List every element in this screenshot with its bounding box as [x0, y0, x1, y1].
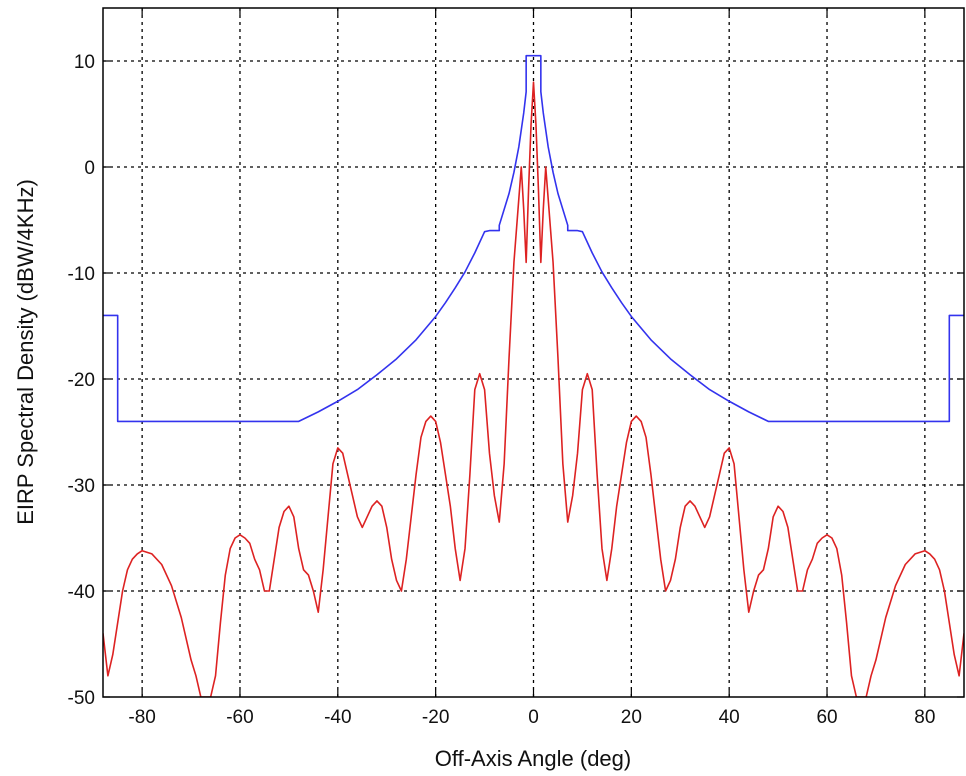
grid — [103, 8, 964, 697]
x-tick-label: 60 — [816, 707, 837, 728]
series-line-2 — [103, 81, 964, 697]
x-tick-label: 80 — [914, 707, 935, 728]
x-tick-label: 20 — [621, 707, 642, 728]
y-tick-label: 10 — [74, 52, 95, 73]
y-tick-label: -10 — [68, 264, 95, 285]
x-tick-label: -60 — [226, 707, 253, 728]
x-tick-label: -20 — [422, 707, 449, 728]
x-tick-label: 0 — [528, 707, 539, 728]
y-tick-label: -20 — [68, 370, 95, 391]
series-line-1 — [103, 54, 964, 423]
y-tick-label: -30 — [68, 476, 95, 497]
x-tick-label: -40 — [324, 707, 351, 728]
y-tick-label: -50 — [68, 688, 95, 709]
x-tick-label: 40 — [719, 707, 740, 728]
x-tick-label: -80 — [128, 707, 155, 728]
x-axis-label: Off-Axis Angle (deg) — [435, 746, 631, 771]
y-tick-label: -40 — [68, 582, 95, 603]
y-axis-label: EIRP Spectral Density (dBW/4KHz) — [13, 179, 38, 525]
y-tick-label: 0 — [84, 158, 95, 179]
series-layer — [103, 54, 964, 697]
